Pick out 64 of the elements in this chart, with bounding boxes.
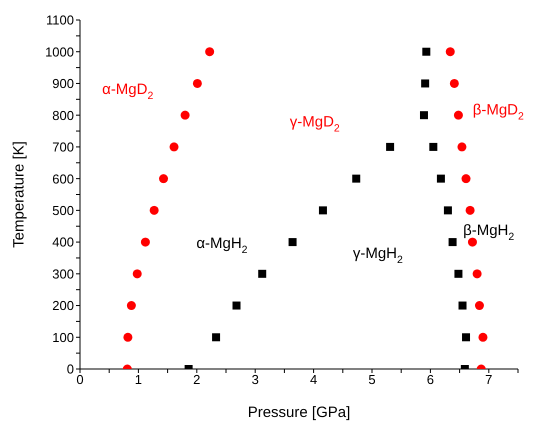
- point: [258, 270, 266, 278]
- point: [474, 301, 484, 310]
- x-axis-title: Pressure [GPa]: [248, 404, 350, 421]
- point: [232, 302, 241, 310]
- annotation: β-MgD$_{2}$: [472, 102, 524, 123]
- point: [212, 333, 220, 342]
- annotation: γ-MgH$_{2}$: [352, 244, 404, 266]
- y-tick-label: 0: [66, 362, 74, 377]
- x-tick-label: 3: [252, 372, 259, 388]
- point: [429, 142, 438, 151]
- x-tick-label: 6: [426, 372, 434, 388]
- x-tick-label: 2: [193, 372, 200, 388]
- x-tick-label: 1: [134, 372, 142, 388]
- point: [205, 47, 214, 56]
- point: [436, 174, 445, 183]
- x-tick-label: 5: [368, 372, 376, 388]
- point: [446, 47, 455, 56]
- point: [462, 174, 471, 184]
- point: [422, 48, 430, 56]
- point: [444, 206, 452, 214]
- x-tick-label: 7: [485, 372, 492, 388]
- annotation: α-MgD$_{2}$: [102, 80, 154, 102]
- point: [450, 78, 459, 88]
- point: [192, 78, 202, 88]
- y-tick-label: 1000: [45, 44, 74, 60]
- y-tick-label: 800: [52, 108, 74, 123]
- y-tick-label: 1100: [46, 12, 74, 28]
- y-tick-label: 100: [52, 330, 74, 345]
- point: [458, 302, 467, 310]
- point: [318, 206, 327, 214]
- x-tick-label: 0: [76, 372, 84, 388]
- point: [472, 269, 482, 278]
- point: [457, 142, 466, 152]
- y-tick-label: 300: [52, 266, 74, 282]
- y-tick-label: 400: [52, 234, 74, 250]
- y-axis-title: Temperature [K]: [10, 141, 28, 248]
- annotation: γ-MgD$_{2}$: [290, 114, 340, 134]
- point: [386, 142, 394, 151]
- y-tick-label: 600: [52, 171, 74, 186]
- point: [288, 238, 297, 246]
- y-tick-label: 900: [52, 76, 74, 92]
- y-tick-label: 700: [52, 140, 74, 155]
- annotation: α-MgH$_{2}$: [196, 235, 248, 256]
- point: [466, 206, 475, 215]
- point: [140, 238, 150, 247]
- point: [448, 238, 457, 246]
- point: [126, 301, 136, 310]
- point: [454, 270, 462, 278]
- point: [421, 79, 430, 88]
- point: [132, 269, 142, 278]
- point: [478, 332, 488, 342]
- point: [352, 174, 360, 183]
- point: [159, 174, 168, 184]
- point: [454, 110, 463, 120]
- point: [420, 111, 428, 120]
- annotation: β-MgH$_{2}$: [463, 222, 514, 243]
- point: [150, 206, 159, 215]
- y-tick-label: 200: [52, 298, 74, 314]
- point: [123, 332, 132, 342]
- y-tick-label: 500: [52, 202, 74, 218]
- x-tick-label: 4: [310, 372, 318, 388]
- point: [170, 142, 179, 152]
- point: [462, 333, 470, 342]
- point: [180, 110, 190, 120]
